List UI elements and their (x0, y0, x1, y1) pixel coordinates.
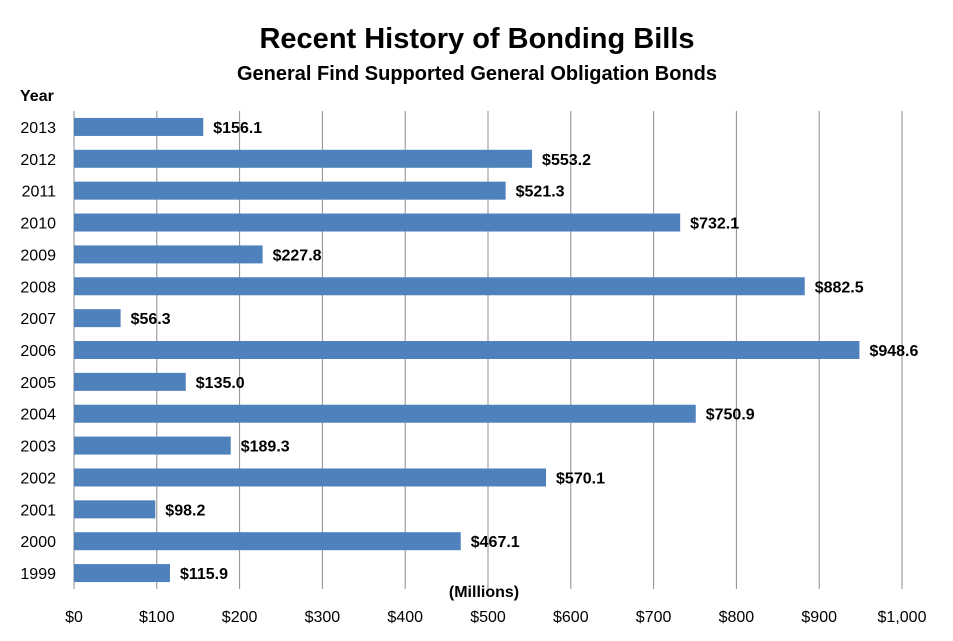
bar (74, 372, 186, 391)
y-tick-label: 1999 (20, 566, 56, 583)
bar-data-label: $115.9 (180, 566, 228, 583)
bar (74, 341, 860, 359)
x-tick-labels: $0 $100 $200 $300 $400 $500 $600 $700 $800 $900 $1… (65, 609, 926, 626)
x-tick-label: $1,000 (878, 609, 927, 626)
y-tick-label: 2010 (20, 216, 56, 233)
y-tick-label: 2001 (20, 502, 56, 519)
bar-data-label: $882.5 (815, 279, 864, 296)
y-tick-label: 2000 (20, 534, 56, 551)
y-tick-label: 2009 (20, 247, 56, 264)
y-tick-label: 2011 (22, 184, 57, 201)
bar-data-label: $553.2 (542, 152, 591, 169)
y-tick-labels: 2013 2012 2011 2010 2009 2008 2007 2006 2005 2004… (20, 120, 56, 583)
bar-data-label: $467.1 (471, 534, 520, 551)
bar (74, 436, 231, 455)
bar (74, 564, 170, 583)
bars (74, 117, 860, 583)
bar-data-label: $948.6 (869, 343, 918, 360)
bar-data-label: $56.3 (131, 311, 171, 328)
x-tick-label: $500 (470, 609, 506, 626)
y-tick-label: 2008 (20, 279, 56, 296)
bar (74, 181, 506, 200)
chart-subtitle: General Find Supported General Obligatio… (237, 63, 717, 85)
bar-data-label: $98.2 (165, 502, 205, 519)
bar (74, 532, 461, 551)
x-tick-label: $900 (801, 609, 837, 626)
chart-title: Recent History of Bonding Bills (259, 23, 694, 55)
x-tick-label: $0 (65, 609, 83, 626)
x-tick-label: $700 (636, 609, 672, 626)
bar (74, 117, 204, 136)
bar (74, 500, 156, 519)
bar-data-label: $156.1 (213, 120, 262, 137)
bar-labels: $156.1 $553.2 $521.3 $732.1 $227.8 $882.5 $56.… (131, 120, 919, 583)
y-tick-label: 2007 (20, 311, 56, 328)
bar-data-label: $732.1 (690, 216, 739, 233)
y-tick-label: 2004 (20, 407, 56, 424)
bar (74, 245, 263, 264)
bar (74, 149, 533, 168)
y-tick-label: 2006 (20, 343, 56, 360)
bar-data-label: $189.3 (241, 439, 290, 456)
bar-data-label: $227.8 (273, 247, 322, 264)
y-tick-label: 2013 (20, 120, 56, 137)
bar-data-label: $135.0 (196, 375, 245, 392)
x-tick-label: $800 (719, 609, 755, 626)
y-tick-label: 2003 (20, 439, 56, 456)
bar-data-label: $750.9 (706, 407, 755, 424)
x-tick-label: $100 (139, 609, 175, 626)
y-axis-label: Year (20, 88, 54, 105)
bar-data-label: $521.3 (516, 184, 565, 201)
bar (74, 213, 681, 232)
x-tick-label: $300 (305, 609, 341, 626)
bar (74, 468, 547, 487)
y-tick-label: 2005 (20, 375, 56, 392)
bar (74, 404, 696, 423)
bar-data-label: $570.1 (556, 470, 605, 487)
y-tick-label: 2002 (20, 470, 56, 487)
y-tick-label: 2012 (20, 152, 56, 169)
x-tick-label: $200 (222, 609, 258, 626)
x-tick-label: $600 (553, 609, 589, 626)
x-axis-label: (Millions) (449, 584, 519, 601)
x-tick-label: $400 (387, 609, 423, 626)
bar (74, 309, 121, 328)
bar (74, 277, 805, 296)
